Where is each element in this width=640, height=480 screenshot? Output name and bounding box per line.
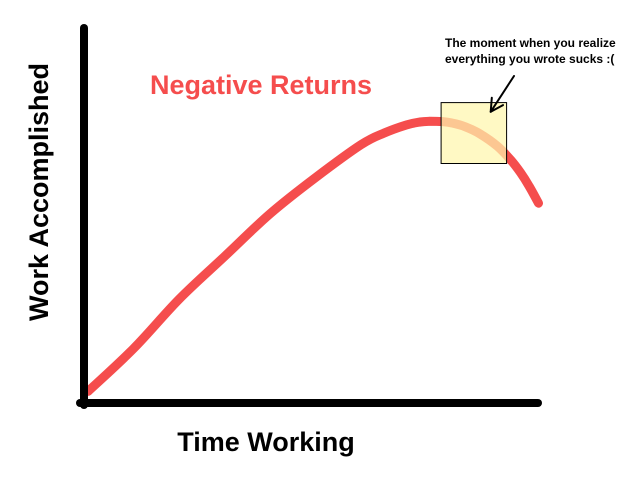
annotation-layer: The moment when you realize everything y… (445, 36, 616, 113)
annotation-line-2: everything you wrote sucks :( (445, 52, 614, 66)
annotation-arrow-head (489, 96, 504, 113)
annotation-arrow-shaft (489, 75, 515, 113)
highlight-box (440, 102, 508, 164)
chart-title: Negative Returns (150, 70, 372, 100)
series-line (83, 116, 543, 396)
annotation-line-1: The moment when you realize (445, 36, 616, 50)
y-axis-label: Work Accomplished (24, 63, 54, 321)
curve-layer (83, 116, 543, 396)
annotation-arrow (489, 75, 515, 113)
x-axis-label: Time Working (177, 427, 355, 457)
highlight-layer (440, 102, 508, 164)
